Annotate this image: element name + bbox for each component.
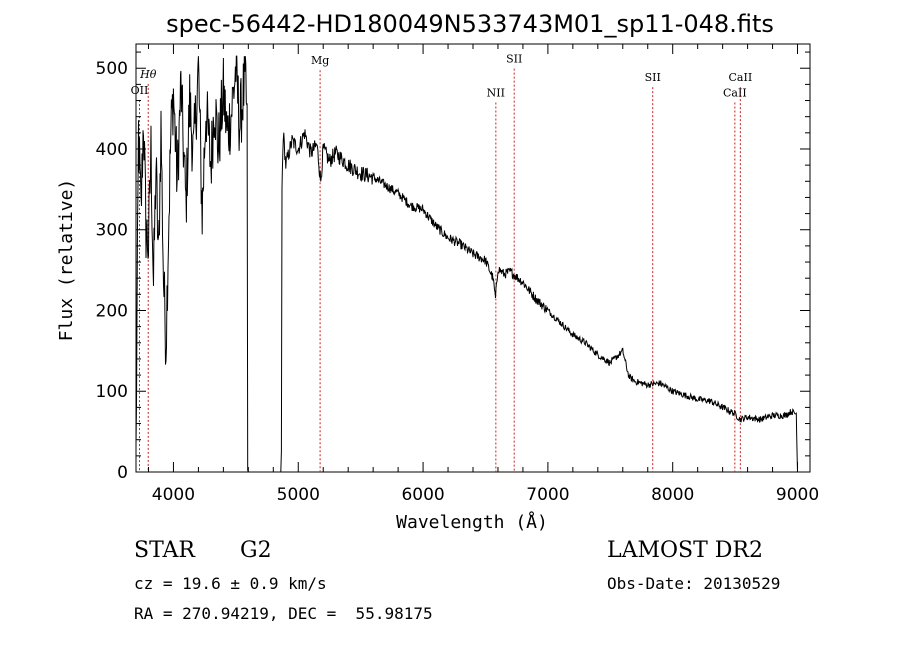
spectral-line-label: OII (131, 84, 149, 97)
x-axis-label: Wavelength (Å) (396, 511, 548, 533)
spectrum-line (135, 55, 798, 473)
y-tick-label: 500 (96, 59, 128, 79)
object-class: STAR (134, 538, 195, 563)
chart-title: spec-56442-HD180049N533743M01_sp11-048.f… (166, 10, 774, 38)
x-tick-label: 6000 (401, 485, 444, 505)
x-tick-label: 7000 (526, 485, 569, 505)
spectral-line-label: CaII (723, 86, 747, 99)
spectral-line-label: Hθ (139, 68, 157, 81)
y-axis-label: Flux (relative) (56, 179, 77, 342)
y-tick-label: 0 (117, 463, 128, 483)
spectral-line-label: Mg (311, 54, 329, 67)
y-tick-label: 200 (96, 301, 128, 321)
spectral-line-label: SII (506, 53, 522, 66)
y-tick-label: 300 (96, 221, 128, 241)
observation-date: Obs-Date: 20130529 (607, 574, 781, 593)
axis-ticks: 4000 5000 6000 7000 8000 9000 0 100 200 300 400 500 (96, 44, 819, 505)
plot-frame (135, 43, 811, 473)
coordinates: RA = 270.94219, DEC = 55.98175 (134, 604, 433, 623)
x-tick-label: 9000 (776, 485, 819, 505)
spectral-line-label: NII (487, 86, 505, 99)
object-subclass: G2 (240, 538, 272, 563)
x-tick-label: 5000 (277, 485, 320, 505)
x-tick-label: 8000 (651, 485, 694, 505)
line-markers: Hθ OII Mg SII NII SII CaII CaII (131, 53, 753, 472)
y-tick-label: 400 (96, 140, 128, 160)
spectral-line-label: CaII (729, 71, 753, 84)
spectral-line-label: SII (645, 71, 661, 84)
redshift-info: cz = 19.6 ± 0.9 km/s (134, 574, 327, 593)
survey-name: LAMOST DR2 (607, 538, 763, 563)
y-tick-label: 100 (96, 382, 128, 402)
x-tick-label: 4000 (152, 485, 195, 505)
